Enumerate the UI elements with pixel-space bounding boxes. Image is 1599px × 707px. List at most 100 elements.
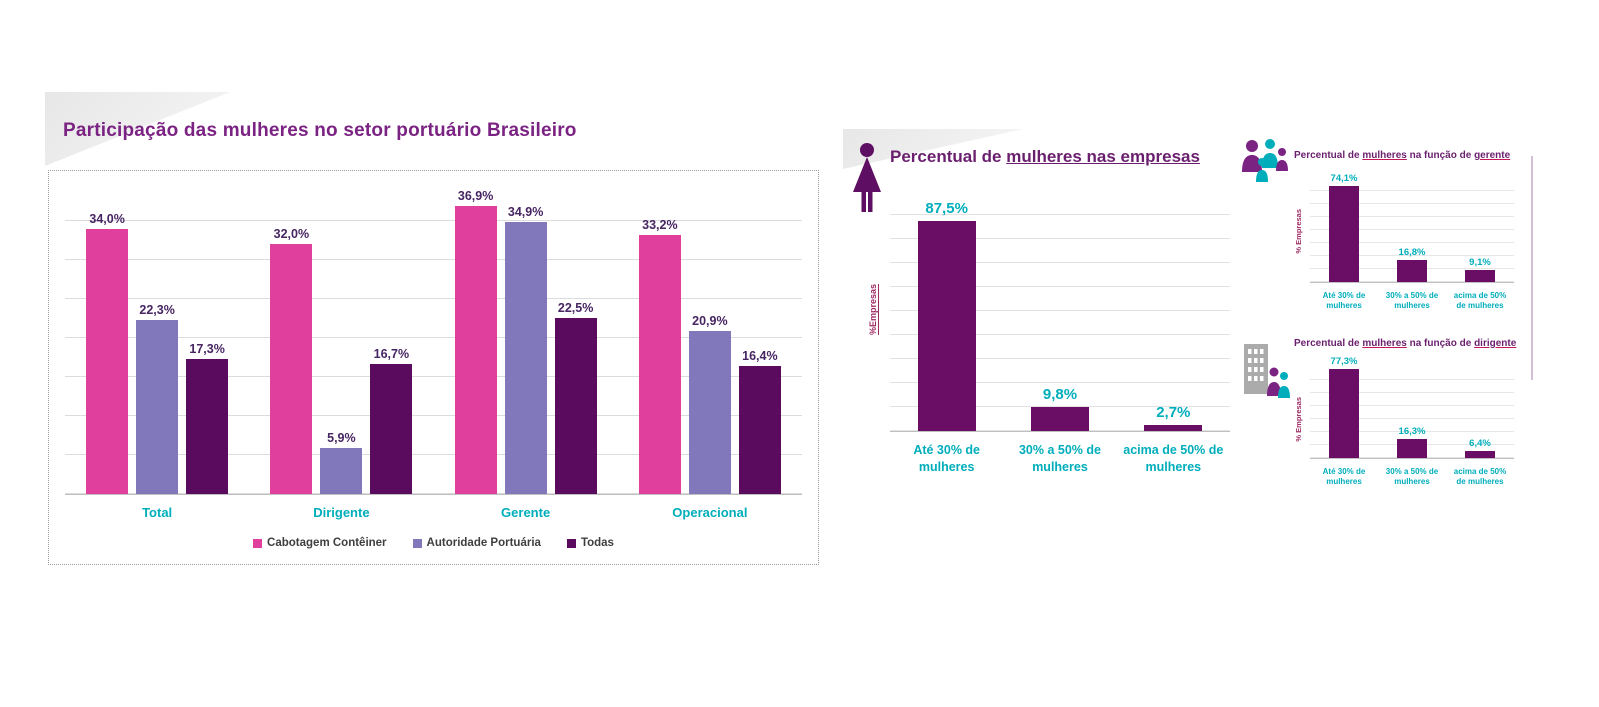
bar-group: 36,9% 34,9% 22,5% (434, 189, 618, 494)
bar (1465, 451, 1495, 458)
bar-value-label: 16,4% (742, 349, 778, 363)
bar-value-label: 9,1% (1469, 257, 1491, 268)
bar-with-label: 9,1% (1465, 257, 1495, 282)
empresas-y-axis-label: %Empresas (868, 284, 878, 336)
bar-with-label: 22,3% (136, 303, 179, 494)
category-label: Até 30% de mulheres (913, 443, 981, 474)
bar (1465, 270, 1495, 282)
bar-group: 33,2% 20,9% 16,4% (618, 218, 802, 494)
bar-value-label: 36,9% (457, 189, 494, 203)
category-label: acima de 50% de mulheres (1453, 291, 1507, 311)
bar-with-label: 22,5% (554, 301, 597, 494)
bar-value-label: 16,7% (373, 347, 410, 361)
title-text-underlined: gerente (1474, 150, 1511, 161)
dirigente-category-axis: Até 30% de mulheres 30% a 50% de mulheres… (1310, 467, 1514, 488)
legend-swatch (412, 538, 422, 548)
category-label: 30% a 50% de mulheres (1385, 291, 1439, 311)
woman-icon (850, 142, 884, 219)
bar-value-label: 17,3% (189, 342, 225, 356)
bar-value-label: 22,3% (139, 303, 175, 317)
vertical-divider (1531, 156, 1533, 380)
bar (320, 448, 363, 494)
bar (1329, 186, 1359, 282)
bar-with-label: 6,4% (1465, 438, 1495, 458)
bar-value-label: 20,9% (692, 314, 728, 328)
category-label: Gerente (501, 505, 551, 520)
bar (738, 366, 781, 494)
category-label: acima de 50% de mulheres (1123, 443, 1224, 474)
legend-item: Cabotagem Contêiner (253, 537, 387, 549)
legend-swatch (566, 538, 576, 548)
bar (270, 244, 313, 494)
bar (1329, 369, 1359, 458)
bar-value-label: 34,0% (89, 212, 125, 226)
bar-with-label: 16,8% (1397, 247, 1427, 282)
title-text: Percentual de (1294, 150, 1363, 161)
bar (1397, 439, 1427, 458)
main-chart-category-axis: Total Dirigente Gerente Operacional (65, 505, 802, 520)
main-chart: 34,0% 22,3% 17,3% 32,0% 5,9% 16,7% 36,9% 34,9% 2… (48, 170, 819, 565)
empresas-category-axis: Até 30% de mulheres 30% a 50% de mulheres… (890, 442, 1230, 476)
bar-with-label: 32,0% (270, 227, 313, 494)
empresas-plot: 87,5% 9,8% 2,7% (890, 192, 1230, 432)
bar-with-label: 17,3% (186, 342, 229, 494)
bar (688, 331, 731, 494)
category-label: Até 30% de mulheres (1322, 467, 1366, 487)
bar (1144, 425, 1203, 431)
main-chart-legend: Cabotagem Contêiner Autoridade Portuária T… (49, 537, 818, 549)
bar-with-label: 9,8% (1030, 386, 1089, 431)
gerente-chart: % Empresas 74,1% 16,8% 9,1% Até 30% de mul… (1294, 167, 1522, 319)
bar-with-label: 36,9% (454, 189, 497, 494)
category-label: Total (142, 505, 173, 520)
bar (1397, 260, 1427, 282)
bar-value-label: 16,8% (1398, 247, 1426, 258)
category-label: acima de 50% de mulheres (1453, 467, 1507, 487)
category-label: Operacional (672, 505, 748, 520)
title-text: na função de (1406, 150, 1475, 161)
empresas-chart: %Empresas 87,5% 9,8% 2,7% Até 30% de mulhe… (866, 184, 1234, 484)
dirigente-chart: % Empresas 77,3% 16,3% 6,4% Até 30% de mul… (1294, 355, 1522, 507)
bar (504, 222, 547, 494)
bar-with-label: 33,2% (638, 218, 681, 494)
bar-with-label: 5,9% (320, 431, 363, 494)
dirigente-plot: 77,3% 16,3% 6,4% (1310, 356, 1514, 459)
bar-value-label: 87,5% (925, 200, 968, 217)
gerente-plot: 74,1% 16,8% 9,1% (1310, 173, 1514, 283)
bar-value-label: 34,9% (507, 205, 544, 219)
legend-label: Autoridade Portuária (426, 537, 541, 549)
gerente-y-axis-label: % Empresas (1294, 209, 1303, 254)
category-label: 30% a 50% de mulheres (1018, 443, 1101, 474)
bar-group: 32,0% 5,9% 16,7% (249, 227, 433, 494)
legend-label: Cabotagem Contêiner (267, 537, 387, 549)
bar-value-label: 5,9% (327, 431, 356, 445)
bar (136, 320, 179, 494)
bar-group: 34,0% 22,3% 17,3% (65, 212, 249, 494)
bar-value-label: 2,7% (1156, 404, 1191, 421)
bar-value-label: 74,1% (1330, 173, 1358, 184)
main-chart-plot: 34,0% 22,3% 17,3% 32,0% 5,9% 16,7% 36,9% 34,9% 2… (65, 183, 802, 495)
empresas-chart-title: Percentual de mulheres nas empresas (890, 147, 1200, 167)
bar (370, 364, 413, 494)
bar-value-label: 22,5% (557, 301, 594, 315)
category-label: Dirigente (313, 505, 370, 520)
bar (186, 359, 229, 494)
bar (1030, 407, 1089, 431)
title-text-underlined: mulheres (1362, 150, 1407, 161)
bar (454, 206, 497, 494)
bar (917, 221, 976, 431)
title-text: na função de (1406, 338, 1475, 349)
title-text-underlined: mulheres nas empresas (1006, 147, 1200, 166)
bar-with-label: 87,5% (917, 200, 976, 431)
bar-value-label: 16,3% (1398, 426, 1426, 437)
category-label: 30% a 50% de mulheres (1385, 467, 1439, 487)
bar-with-label: 20,9% (688, 314, 731, 494)
title-text-underlined: mulheres (1362, 338, 1407, 349)
bar (86, 229, 129, 494)
gerente-category-axis: Até 30% de mulheres 30% a 50% de mulheres… (1310, 291, 1514, 312)
title-text: Percentual de (890, 147, 1007, 166)
bar-with-label: 34,0% (86, 212, 129, 494)
gerente-chart-title: Percentual de mulheres na função de gere… (1294, 150, 1510, 161)
building-icon (1241, 342, 1291, 405)
bar-value-label: 9,8% (1042, 386, 1078, 403)
